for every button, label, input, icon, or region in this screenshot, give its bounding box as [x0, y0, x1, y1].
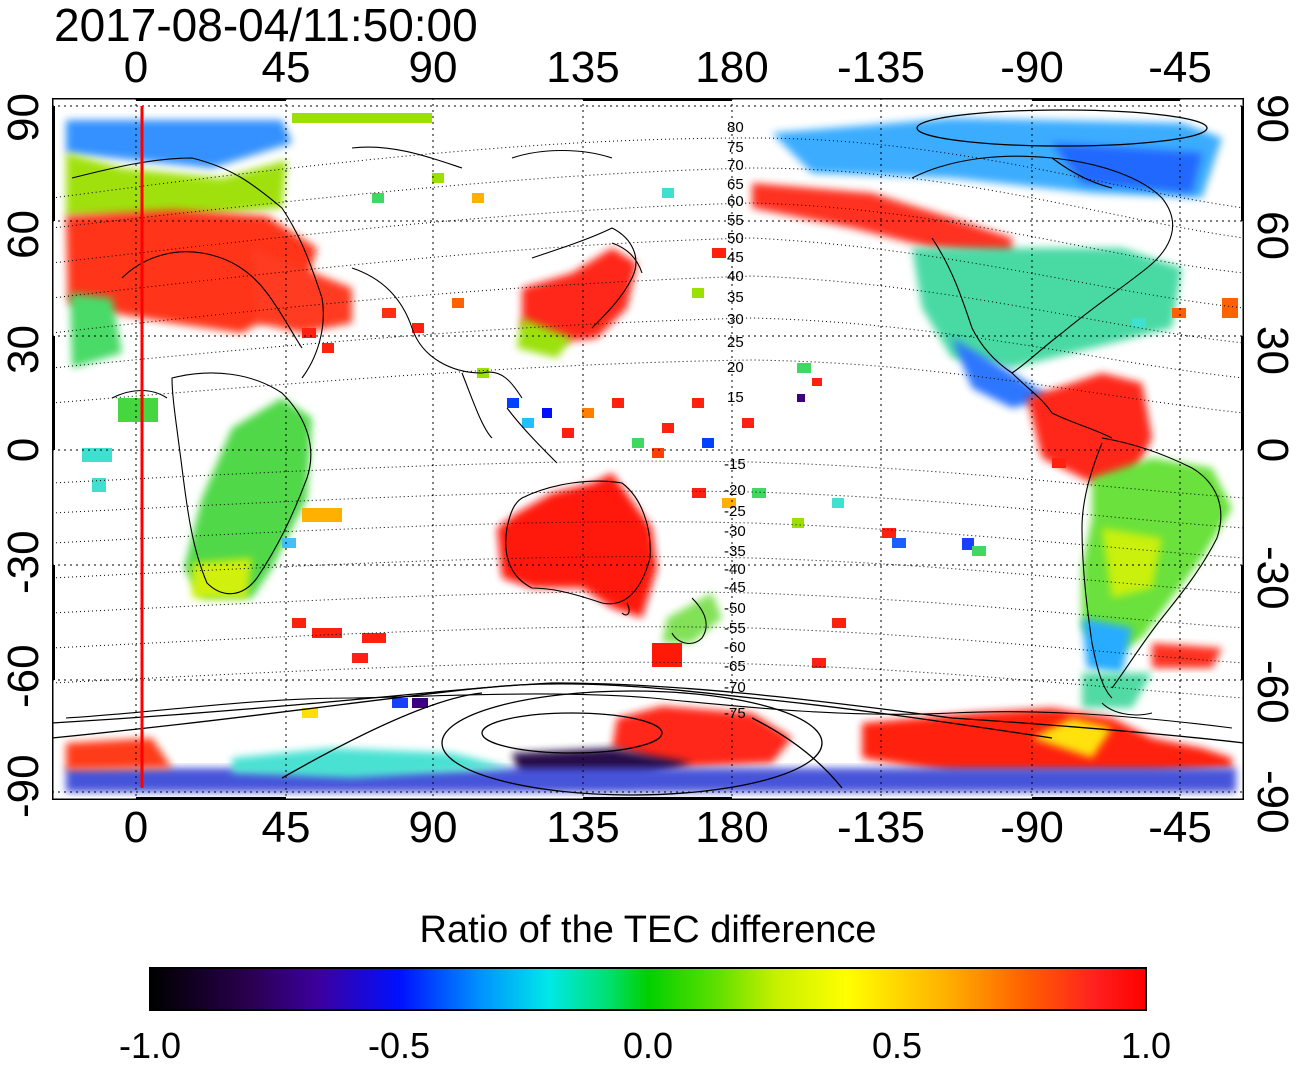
bottom-lon-tick: -135	[836, 803, 926, 852]
mlat-label: -45	[724, 579, 746, 596]
colorbar-tick: 1.0	[1120, 1025, 1172, 1066]
mlat-label: 15	[727, 389, 744, 406]
bottom-lon-tick: -90	[1000, 803, 1064, 852]
mlat-label: 25	[727, 334, 744, 351]
mlat-label: 30	[727, 311, 744, 328]
right-lat-tick: 90	[1248, 94, 1296, 143]
right-lat-tick: 0	[1248, 437, 1296, 463]
mlat-label: -30	[724, 523, 746, 540]
bottom-lon-tick: 135	[546, 803, 620, 852]
tec-scatter-layer	[82, 113, 1238, 718]
bottom-lon-tick: 0	[123, 803, 149, 852]
bottom-lon-tick: 90	[408, 803, 458, 852]
mlat-label: -65	[724, 658, 746, 675]
mlat-label: 40	[727, 268, 744, 285]
mlat-label: -25	[724, 503, 746, 520]
mlat-label: -40	[724, 561, 746, 578]
map-title: 2017-08-04/11:50:00	[54, 0, 478, 51]
mlat-label: -50	[724, 600, 746, 617]
magnetic-latitude-lines	[51, 137, 1245, 699]
mlat-label: 60	[727, 193, 744, 210]
colorbar-tick: 0.5	[871, 1025, 923, 1066]
bottom-lon-tick: 45	[261, 803, 311, 852]
colorbar-tick: -1.0	[118, 1025, 182, 1066]
colorbar-title: Ratio of the TEC difference	[419, 909, 877, 951]
mlat-label: -75	[724, 705, 746, 722]
mlat-label: 20	[727, 359, 744, 376]
colorbar-tick: 0.0	[622, 1025, 674, 1066]
tec-data-layer	[66, 118, 1236, 792]
top-lon-tick: 45	[261, 43, 311, 92]
mlat-label: 50	[727, 230, 744, 247]
right-lat-tick: -90	[1248, 770, 1296, 834]
left-lat-tick: 90	[0, 93, 48, 142]
tec-map-svg: 80 75 70 65 60 55 50 45 40 35 30 25 20 1…	[49, 95, 1247, 803]
mlat-label: -20	[724, 482, 746, 499]
left-lat-tick: 30	[0, 325, 48, 374]
left-lat-tick: 60	[0, 210, 48, 259]
mlat-label: 75	[727, 139, 744, 156]
top-lon-tick: 0	[123, 43, 149, 92]
mlat-label: 70	[727, 157, 744, 174]
mlat-label: 65	[727, 176, 744, 193]
top-lon-tick: 135	[546, 43, 620, 92]
mlat-label: -35	[724, 543, 746, 560]
left-lat-tick: -90	[0, 754, 48, 818]
magnetic-contours	[51, 109, 1245, 796]
right-lat-tick: 30	[1248, 326, 1296, 375]
mlat-label: 35	[727, 289, 744, 306]
coastlines	[65, 146, 1233, 729]
left-lat-tick: -30	[0, 530, 48, 594]
top-lon-tick: -45	[1148, 43, 1212, 92]
bottom-lon-tick: -45	[1148, 803, 1212, 852]
top-lon-tick: -90	[1000, 43, 1064, 92]
colorbar-tick: -0.5	[367, 1025, 431, 1066]
top-lon-tick: 180	[695, 43, 769, 92]
colorbar	[149, 967, 1147, 1011]
magnetic-lat-labels: 80 75 70 65 60 55 50 45 40 35 30 25 20 1…	[724, 119, 746, 722]
left-lat-tick: 0	[0, 437, 48, 463]
left-lat-tick: -60	[0, 644, 48, 708]
right-lat-tick: -30	[1248, 546, 1296, 610]
mlat-label: 80	[727, 119, 744, 136]
mlat-label: 55	[727, 212, 744, 229]
mlat-label: -15	[724, 456, 746, 473]
mlat-label: 45	[727, 249, 744, 266]
mlat-label: -60	[724, 639, 746, 656]
right-lat-tick: -60	[1248, 660, 1296, 724]
right-lat-tick: 60	[1248, 211, 1296, 260]
tec-map: 80 75 70 65 60 55 50 45 40 35 30 25 20 1…	[49, 95, 1247, 803]
top-lon-tick: -135	[836, 43, 926, 92]
bottom-lon-tick: 180	[695, 803, 769, 852]
mlat-label: -70	[724, 679, 746, 696]
mlat-label: -55	[724, 620, 746, 637]
top-lon-tick: 90	[408, 43, 458, 92]
